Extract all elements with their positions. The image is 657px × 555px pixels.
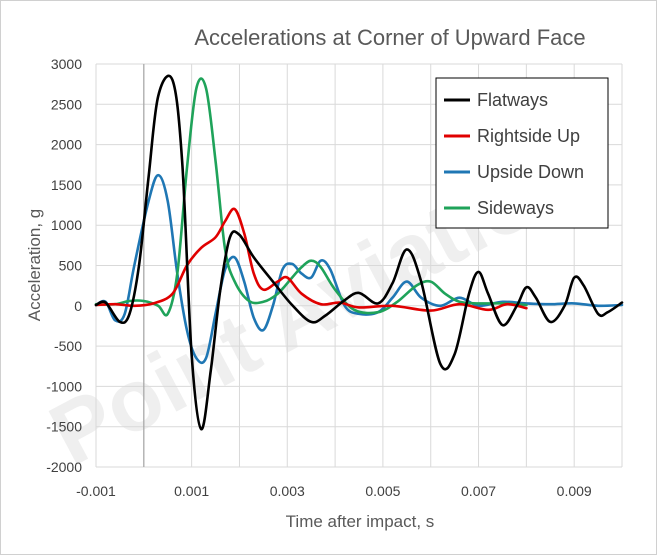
x-tick-label: 0.005 xyxy=(365,483,400,499)
y-tick-label: 3000 xyxy=(51,56,82,72)
tick-layer: -2000 -1500 -1000 -500 0 500 1000 1500 2000 2500 3… xyxy=(46,56,592,499)
y-axis-label: Acceleration, g xyxy=(25,209,44,321)
y-tick-label: -1000 xyxy=(46,378,82,394)
y-tick-label: 500 xyxy=(59,258,83,274)
y-tick-label: -500 xyxy=(54,338,82,354)
y-tick-label: 2000 xyxy=(51,137,82,153)
x-tick-label: 0.003 xyxy=(270,483,305,499)
legend: Flatways Rightside Up Upside Down Sideways xyxy=(435,77,609,229)
x-axis-label: Time after impact, s xyxy=(286,512,435,531)
series-line-sideways xyxy=(94,77,528,317)
series-layer xyxy=(94,74,624,431)
legend-label-flatways: Flatways xyxy=(477,90,548,110)
x-tick-label: -0.001 xyxy=(76,483,116,499)
series-line-flatways xyxy=(94,74,624,431)
legend-label-upside-down: Upside Down xyxy=(477,162,584,182)
series-line-rightside-up xyxy=(94,207,528,312)
y-tick-label: 2500 xyxy=(51,96,82,112)
chart-title: Accelerations at Corner of Upward Face xyxy=(194,25,585,50)
y-tick-label: 1000 xyxy=(51,217,82,233)
y-tick-label: -2000 xyxy=(46,459,82,475)
legend-label-sideways: Sideways xyxy=(477,198,554,218)
grid-layer xyxy=(95,63,623,468)
y-tick-label: 1500 xyxy=(51,177,82,193)
legend-label-rightside-up: Rightside Up xyxy=(477,126,580,146)
x-tick-label: 0.007 xyxy=(461,483,496,499)
y-tick-label: 0 xyxy=(74,298,82,314)
x-tick-label: 0.001 xyxy=(174,483,209,499)
x-tick-label: 0.009 xyxy=(557,483,592,499)
legend-box xyxy=(435,77,609,229)
y-tick-label: -1500 xyxy=(46,419,82,435)
